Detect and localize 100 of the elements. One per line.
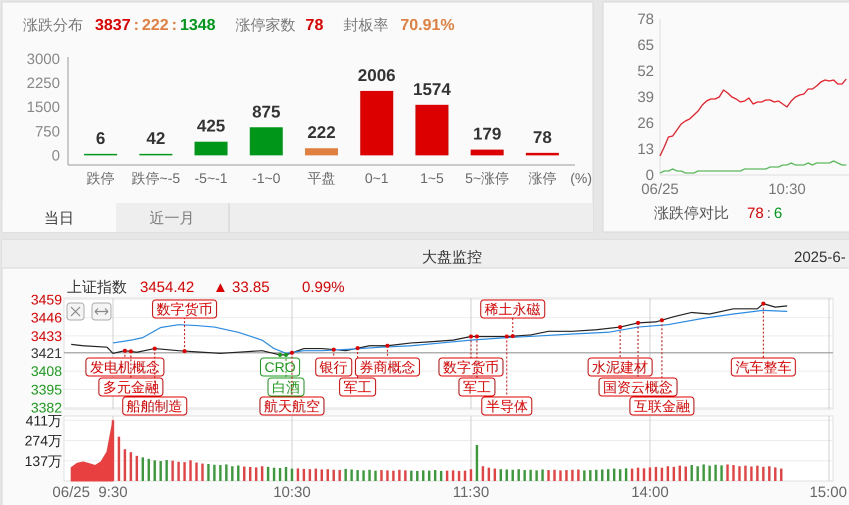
bar [154,460,156,481]
x-tick-label: 10:30 [768,181,806,198]
bar [452,470,454,481]
x-axis-title: (%) [570,170,592,186]
y-tick-label: 0 [52,147,60,164]
y-tick-label: 78 [637,11,654,28]
bar [526,152,559,156]
bar [350,469,353,481]
bar [506,469,508,481]
bar [589,470,592,481]
bar [332,470,335,481]
bar [404,470,407,481]
bar [470,150,504,156]
chart-title: 涨跌分布 [23,17,83,34]
text: 3837 [95,17,131,34]
annotation: 水泥建材 [592,359,648,375]
bar [386,470,389,481]
text: : [134,17,139,34]
bar [535,470,538,481]
bar [672,466,676,481]
bar [308,469,312,481]
bar [130,452,132,481]
bar [260,466,264,481]
x-tick-label: 1~5 [420,170,444,186]
bar [344,468,347,481]
bar [750,466,753,481]
bar [428,470,430,481]
bar [160,461,162,481]
text: 78 [747,205,764,222]
x-tick-label: 涨停 [528,170,556,186]
y-tick-label: 3000 [26,51,60,68]
bar [250,127,283,156]
bar [768,466,770,481]
bar [624,468,628,481]
annotation: 数字货币 [156,301,213,317]
bar [266,466,270,481]
bar [744,466,747,481]
x-tick-label: 15:00 [809,484,847,501]
bar [541,469,544,481]
bar [136,456,138,481]
bar [571,470,574,481]
text: 涨跌停对比 [654,205,729,222]
text: 2025-6- [794,249,846,266]
bar [774,467,776,481]
text: : [172,17,177,34]
bar [488,468,490,481]
bar [410,470,412,481]
bar [500,469,502,481]
bar [476,444,478,481]
annotation: 国资云概念 [603,379,674,395]
bar [356,470,359,481]
bar [762,466,765,481]
bar [183,462,186,481]
text: 78 [306,17,324,34]
bar [237,465,240,481]
bar [302,468,306,481]
bar [577,469,580,481]
bar [708,466,711,481]
y-tick-label: 13 [637,141,654,158]
bar [207,464,210,481]
annotation: 银行 [318,359,348,375]
x-tick-label: 14:00 [631,484,669,501]
bar [612,468,616,481]
text: : [766,205,771,222]
y-tick-label: 750 [34,123,60,140]
data-label: 42 [146,128,166,148]
bar [338,470,341,481]
y-tick-label: 3395 [30,381,62,398]
bar [148,458,150,481]
bar [320,469,323,481]
annotation: 稀土永磁 [484,301,541,317]
y-tick-label: 3408 [30,363,62,380]
bar [440,470,442,481]
annotation: 军工 [462,379,491,395]
bar [225,464,228,481]
bar [124,449,126,481]
text: ▲ 33.85 [213,279,270,296]
annotation: 多元金融 [102,379,159,395]
bar [360,90,394,156]
bar [702,464,705,481]
bar [690,465,693,481]
bar [684,466,687,481]
bar [171,460,174,481]
y-tick-label: 3433 [30,328,62,344]
bar [595,470,598,481]
bar [780,468,782,481]
bar [607,469,610,481]
bar [392,470,395,481]
y-tick-label: 39 [637,89,654,106]
data-label: 6 [96,128,106,148]
chart-title: 大盘监控 [422,249,482,266]
bar [601,469,604,481]
text: 222 [142,17,169,34]
y-tick-label: 52 [637,63,654,80]
x-tick-label: 11:30 [452,484,490,501]
bar [362,470,365,481]
bar [314,468,318,481]
annotation: 航天航空 [264,398,320,414]
annotation: 船舶制造 [126,398,183,414]
bar [254,467,258,481]
